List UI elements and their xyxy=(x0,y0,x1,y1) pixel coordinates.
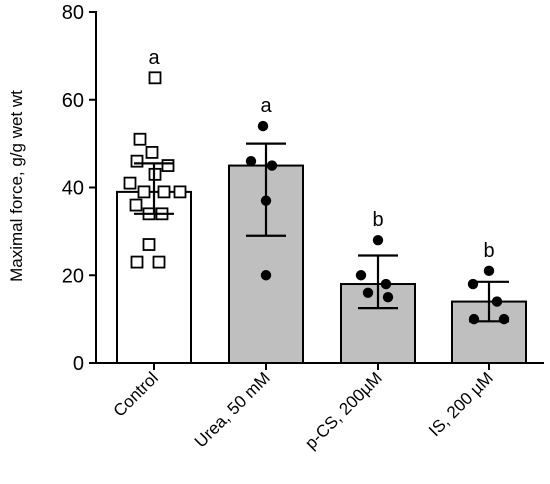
y-tick-label: 20 xyxy=(62,265,84,287)
significance-letter: b xyxy=(483,240,494,262)
y-tick-label: 80 xyxy=(62,2,84,24)
data-point xyxy=(467,278,479,290)
data-point xyxy=(266,160,278,171)
data-point xyxy=(355,270,367,281)
data-point xyxy=(161,159,175,172)
data-point xyxy=(129,198,143,212)
x-tick-label: IS, 200 µM xyxy=(425,368,497,440)
data-point xyxy=(152,255,166,269)
y-axis-label: Maximal force, g/g wet wt xyxy=(7,90,26,282)
significance-letter: a xyxy=(148,47,160,69)
significance-letter: a xyxy=(260,95,272,117)
data-point xyxy=(362,287,374,298)
x-tick-label: Control xyxy=(110,368,162,420)
y-tick-label: 60 xyxy=(62,90,84,112)
data-point xyxy=(382,291,394,303)
x-tick-label: Urea, 50 mM xyxy=(191,368,274,451)
data-point xyxy=(380,278,392,290)
bar-1 xyxy=(116,190,192,364)
significance-letter: b xyxy=(372,209,383,231)
x-tick-label: p-CS, 200µM xyxy=(301,368,385,452)
data-point xyxy=(372,234,384,246)
axes-layer xyxy=(89,11,544,370)
data-point xyxy=(123,176,137,190)
data-point xyxy=(157,185,171,199)
data-point xyxy=(491,296,503,307)
data-point xyxy=(498,313,510,325)
data-point xyxy=(173,185,187,199)
data-point xyxy=(130,255,144,269)
data-point xyxy=(257,120,269,132)
data-point xyxy=(142,238,156,251)
data-point xyxy=(145,145,159,159)
bar-4 xyxy=(451,300,527,365)
error-bars-layer xyxy=(134,142,509,323)
data-point xyxy=(260,270,272,281)
data-point xyxy=(483,265,495,277)
data-point xyxy=(133,132,147,146)
y-tick-label: 0 xyxy=(73,353,84,375)
data-point xyxy=(468,313,480,325)
data-point xyxy=(130,154,144,168)
data-point xyxy=(245,155,257,167)
y-tick-label: 40 xyxy=(62,178,84,200)
data-point xyxy=(137,185,151,199)
data-point xyxy=(148,71,162,85)
